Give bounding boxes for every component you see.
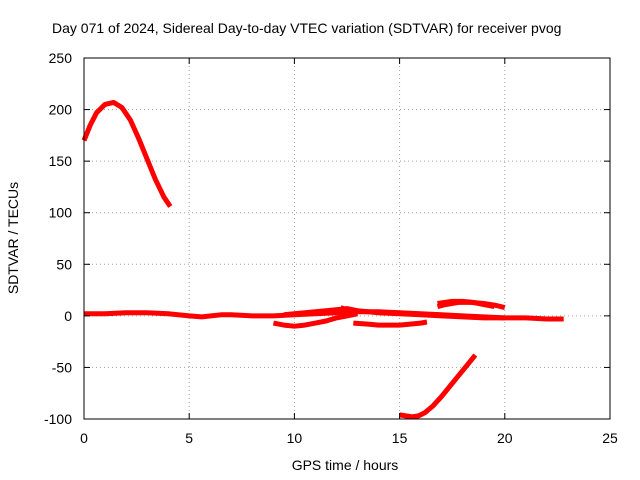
y-tick-label: -100 — [44, 411, 72, 427]
y-tick-label: 50 — [56, 256, 72, 272]
x-tick-label: 10 — [287, 430, 303, 446]
series-line-arc-3 — [272, 311, 358, 329]
y-tick-label: 150 — [49, 153, 73, 169]
series-line-arc-9 — [399, 353, 478, 420]
series-line-arc-6 — [353, 319, 428, 328]
series-line-arc-4 — [283, 306, 505, 321]
y-tick-label: 0 — [64, 308, 72, 324]
y-tick-label: 250 — [49, 50, 73, 66]
x-tick-label: 15 — [392, 430, 408, 446]
data-series — [81, 99, 564, 420]
x-axis-label: GPS time / hours — [292, 457, 399, 473]
x-tick-label: 0 — [80, 430, 88, 446]
series-line-arc-5 — [339, 305, 358, 315]
y-tick-label: 200 — [49, 102, 73, 118]
y-tick-label: 100 — [49, 205, 73, 221]
chart-title: Day 071 of 2024, Sidereal Day-to-day VTE… — [52, 20, 561, 36]
y-tick-label: -50 — [52, 359, 72, 375]
series-line-arc-8 — [437, 298, 495, 310]
x-tick-label: 5 — [185, 430, 193, 446]
y-axis-label: SDTVAR / TECUs — [5, 182, 21, 294]
series-line-arc-1 — [81, 99, 173, 208]
grid-lines — [84, 58, 610, 419]
axis-ticks: 0 5 10 15 20 25 -100 -50 0 50 100 150 200 250 — [44, 50, 618, 446]
x-tick-label: 20 — [497, 430, 513, 446]
x-tick-label: 25 — [602, 430, 618, 446]
plot-frame — [83, 57, 611, 420]
